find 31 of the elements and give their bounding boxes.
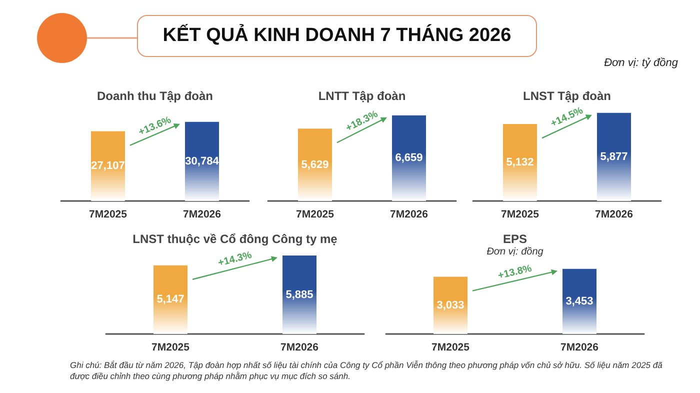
x-tick-label: 7M2026 <box>560 342 599 354</box>
x-tick-label: 7M2025 <box>432 342 470 354</box>
x-tick-label: 7M2025 <box>89 208 128 220</box>
chart-title: LNTT Tập đoàn <box>318 89 406 103</box>
data-label: 5,132 <box>506 156 534 169</box>
x-tick-label: 7M2026 <box>595 208 634 220</box>
data-label: 3,453 <box>566 295 594 308</box>
x-tick-label: 7M2025 <box>152 342 190 354</box>
annotation: +13.8% <box>497 263 533 282</box>
chart-title: EPS <box>502 232 528 246</box>
annotation: +14.3% <box>217 250 253 270</box>
data-label: 5,629 <box>301 158 329 171</box>
data-label: 27,107 <box>91 160 125 172</box>
chart-title: LNST thuộc về Cổ đông Công ty mẹ <box>132 232 338 246</box>
data-label: 3,033 <box>436 299 464 312</box>
x-tick-label: 7M2026 <box>183 208 222 220</box>
data-label: 30,784 <box>185 155 220 168</box>
data-label: 5,147 <box>156 294 184 306</box>
text: Đơn vị: tỷ đồng <box>604 57 678 69</box>
data-label: 5,885 <box>286 288 314 301</box>
x-tick-label: 7M2026 <box>390 208 428 220</box>
x-tick-label: 7M2025 <box>296 208 334 220</box>
data-label: 5,877 <box>600 150 628 163</box>
x-tick-label: 7M2026 <box>280 342 319 354</box>
x-tick-label: 7M2025 <box>501 208 540 220</box>
data-label: 6,659 <box>395 152 423 164</box>
chart-title: LNST Tập đoàn <box>523 89 611 103</box>
text: KẾT QUẢ KINH DOANH 7 THÁNG 2026 <box>137 15 537 57</box>
chart-subtitle: Đơn vị: đồng <box>486 246 544 258</box>
chart-title: Doanh thu Tập đoàn <box>97 89 213 103</box>
text: Ghi chú: Bắt đầu từ năm 2026, Tập đoàn hợp nhất số liệu tài chính của Công ty Cổ phần Viễn thông theo phương pháp vốn chủ sở hữu. Số liệu năm 2025 đã được điều chỉnh theo cùng phương pháp nhằm phục vụ mục đích so sánh. <box>70 360 664 382</box>
